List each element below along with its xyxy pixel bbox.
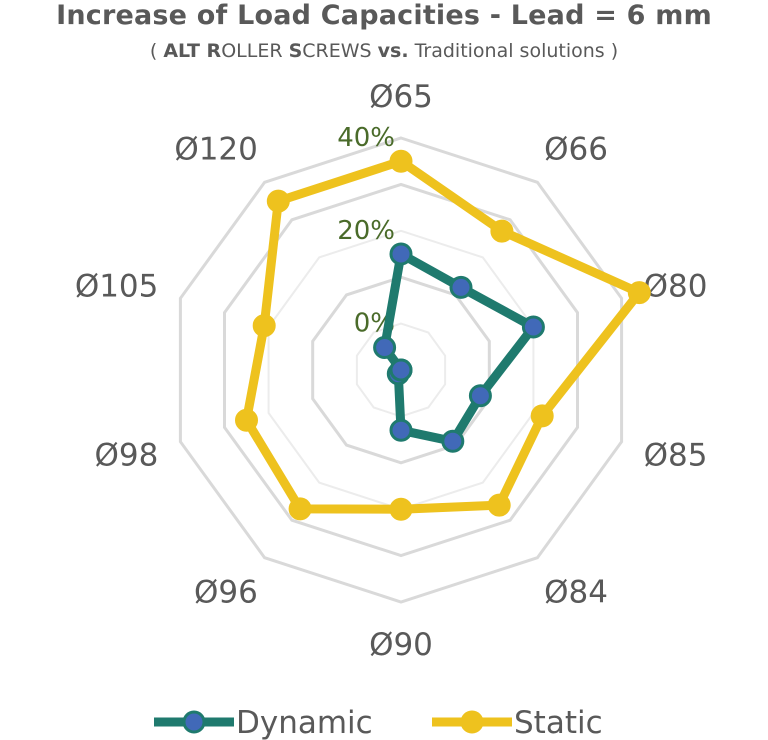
data-point-dynamic [521,315,545,339]
tick-label: 40% [337,123,395,153]
data-point-dynamic [389,242,413,266]
grid-ring-4 [223,182,579,558]
category-label: Ø120 [174,131,258,167]
data-point-static [487,493,511,517]
data-point-static [252,314,276,338]
category-label: Ø80 [644,268,708,304]
chart-title: Increase of Load Capacities - Lead = 6 m… [56,0,712,31]
category-label: Ø96 [194,575,258,611]
category-label: Ø66 [544,131,608,167]
grid-ring-2 [311,275,491,465]
subtitle-s: S [288,40,303,62]
data-point-dynamic [389,418,413,442]
data-point-static [235,408,258,432]
subtitle-open: ( [149,40,164,62]
legend-label: Static [514,705,603,740]
subtitle-alt-r: ALT R [163,40,222,62]
category-label: Ø85 [644,438,708,474]
series-line-dynamic [380,249,538,446]
category-label: Ø65 [369,79,433,115]
category-label: Ø84 [544,575,608,611]
subtitle-rest: Traditional solutions ) [408,40,619,62]
subtitle-oller: OLLER [221,40,289,62]
subtitle-crews: CREWS [302,40,378,62]
data-point-static [490,219,514,243]
category-label: Ø105 [75,268,159,304]
data-point-dynamic [468,384,492,408]
legend-item-dynamic: Dynamic [154,705,373,740]
data-series [235,149,651,521]
data-point-static [266,189,290,213]
category-label: Ø90 [369,627,433,663]
category-label: Ø98 [95,438,159,474]
data-point-dynamic [389,358,413,382]
legend-marker [460,710,484,734]
legend-marker [182,710,206,734]
category-labels: Ø65 Ø66 Ø80 Ø85 Ø84 Ø90 Ø96 Ø98 Ø105 Ø120 [75,79,708,663]
data-point-static [530,404,554,428]
legend-item-static: Static [432,705,603,740]
legend: Dynamic Static [154,705,603,740]
chart-subtitle: ( ALT ROLLER SCREWS vs. Traditional solu… [0,40,768,62]
series-line-static [242,156,644,514]
legend-label: Dynamic [236,705,373,740]
tick-label: 20% [337,216,395,246]
data-point-static [288,497,312,521]
data-point-static [389,149,413,173]
data-point-dynamic [373,336,397,359]
data-point-static [627,281,651,305]
data-point-dynamic [441,429,465,453]
data-point-dynamic [449,275,473,299]
grid-ring-5 [178,136,624,604]
data-point-static [389,497,413,521]
subtitle-vs: vs. [377,40,409,62]
